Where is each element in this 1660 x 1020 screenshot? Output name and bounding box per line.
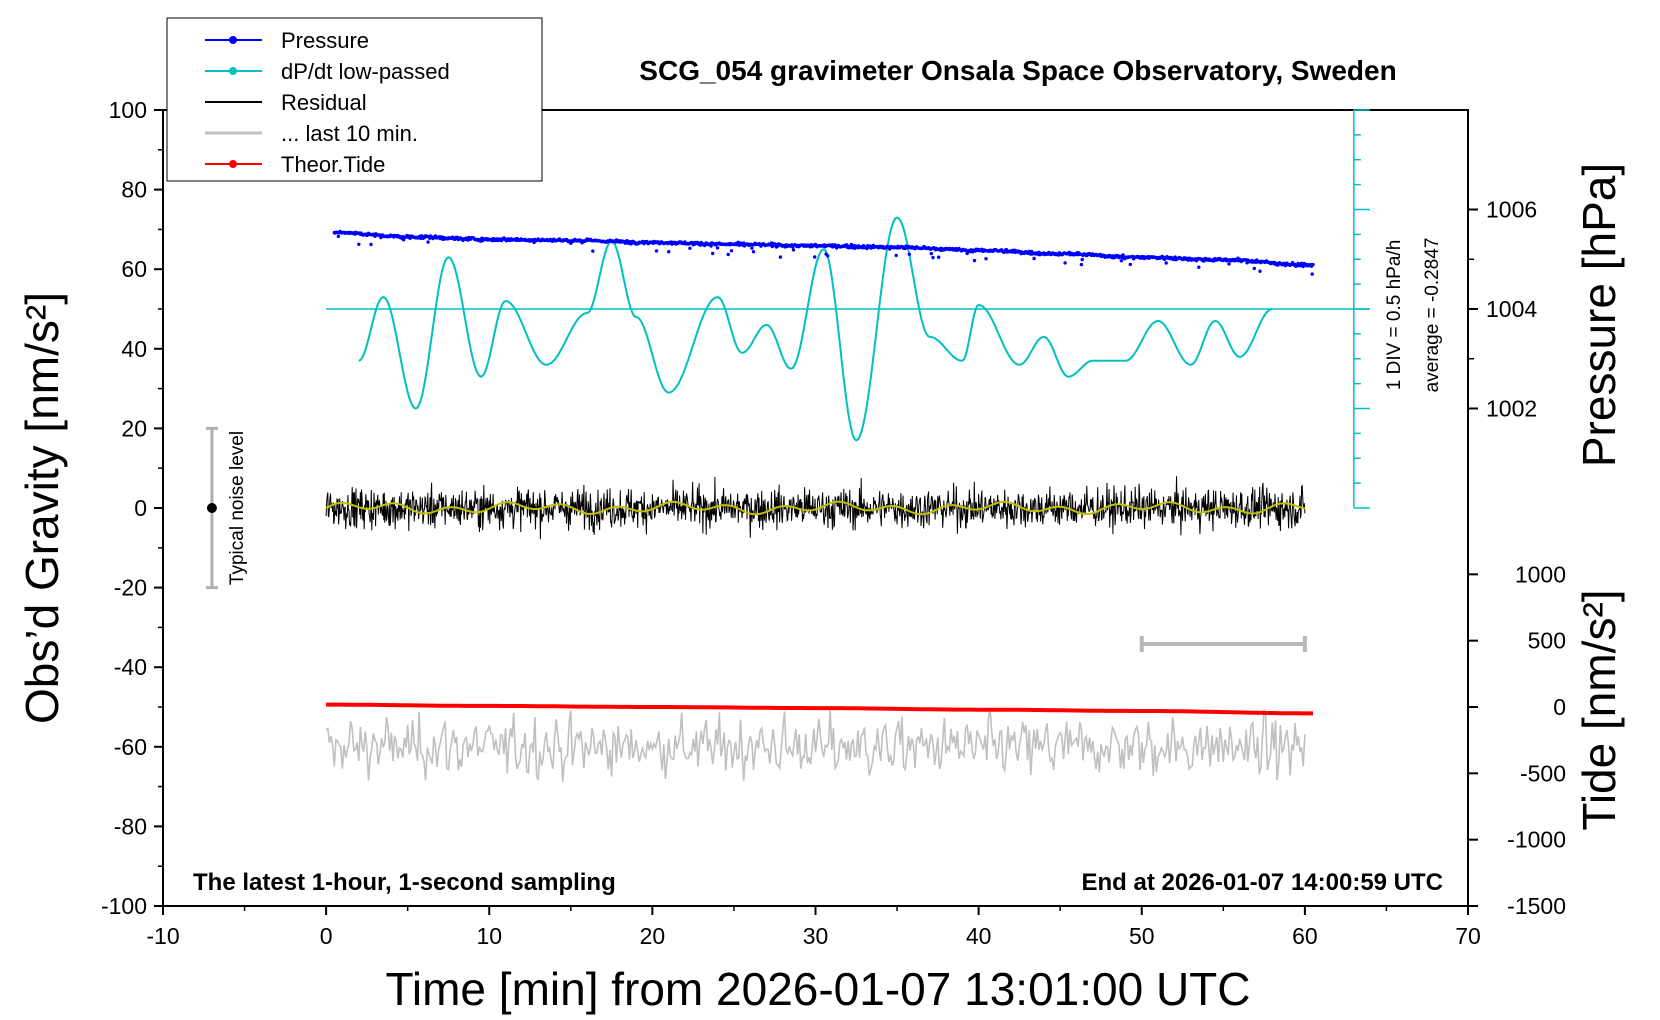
x-axis-label: Time [min] from 2026-01-07 13:01:00 UTC (386, 963, 1251, 1015)
pressure-point (1310, 272, 1314, 276)
pressure-tick-label: 1002 (1486, 396, 1537, 422)
series-theor-tide (326, 702, 1313, 716)
pressure-point (813, 255, 817, 259)
pressure-point (726, 252, 730, 257)
y-tick-label: 100 (109, 97, 147, 123)
pressure-point (401, 238, 406, 242)
noise-bar-center (206, 503, 217, 513)
pressure-point (667, 250, 671, 254)
x-tick-label: 10 (476, 923, 502, 949)
tide-tick-label: 500 (1528, 628, 1566, 654)
x-tick-label: 40 (966, 923, 992, 949)
annotation-left: The latest 1-hour, 1-second sampling (193, 869, 616, 896)
pressure-point (1164, 261, 1168, 265)
pressure-point (894, 253, 898, 258)
pressure-point (591, 249, 595, 253)
pressure-point (1063, 261, 1067, 265)
annotation-right: End at 2026-01-07 14:00:59 UTC (1082, 869, 1444, 896)
dpdt-scale-label: 1 DIV = 0.5 hPa/h (1384, 240, 1405, 391)
plot-marks: -10 0 10 20 30 40 50 60 70-100-80-60-40-20020406… (16, 17, 1625, 949)
legend-entry-label: Residual (281, 90, 367, 115)
x-tick-label: 60 (1292, 923, 1318, 949)
pressure-point (1079, 262, 1084, 267)
pressure-tick-label: 1004 (1486, 296, 1537, 322)
pressure-point (357, 242, 361, 246)
legend-entry-label: Theor.Tide (281, 152, 385, 177)
pressure-point (654, 249, 659, 253)
pressure-point (715, 246, 720, 250)
pressure-point (711, 251, 715, 256)
pressure-point (1227, 262, 1231, 266)
pressure-point (1252, 266, 1257, 271)
x-tick-label: 0 (320, 923, 333, 949)
pressure-point (937, 255, 941, 259)
pressure-point (336, 234, 341, 239)
tide-tick-label: -1000 (1507, 827, 1566, 853)
y-axis-label-pressure: Pressure [hPa] (1573, 163, 1625, 467)
y-axis-label-left: Obs’d Gravity [nm/s²] (16, 292, 68, 724)
pressure-point (1299, 261, 1304, 265)
pressure-point (1197, 265, 1201, 269)
pressure-point (972, 258, 977, 263)
pressure-tick-label: 1006 (1486, 197, 1537, 223)
pressure-point (1119, 259, 1124, 263)
legend: Pressure dP/dt low-passed Residual ... last… (166, 17, 543, 182)
tide-tick-label: -500 (1520, 760, 1566, 786)
chart-title: SCG_054 gravimeter Onsala Space Observat… (639, 55, 1396, 86)
pressure-point (1080, 257, 1084, 262)
noise-bar-label: Typical noise level (227, 431, 248, 585)
y-axis-label-tide: Tide [nm/s²] (1573, 589, 1625, 830)
y-tick-label: -40 (114, 654, 147, 680)
series-residual-lowpass (325, 500, 1306, 516)
legend-entry-label: dP/dt low-passed (281, 59, 450, 84)
pressure-point (929, 251, 933, 256)
x-tick-label: 30 (803, 923, 829, 949)
pressure-point (709, 244, 713, 248)
legend-box (166, 17, 543, 182)
dpdt-average-label: average = -0.2847 (1422, 238, 1443, 393)
y-tick-label: 20 (121, 415, 147, 441)
pressure-point (791, 248, 796, 252)
pressure-point (729, 249, 734, 253)
tide-tick-label: 1000 (1515, 561, 1566, 587)
y-tick-label: 0 (134, 495, 147, 521)
x-tick-label: 70 (1455, 923, 1481, 949)
tide-tick-label: -1500 (1507, 893, 1566, 919)
tide-tick-label: 0 (1553, 694, 1566, 720)
y-tick-label: 80 (121, 177, 147, 203)
y-tick-label: 40 (121, 336, 147, 362)
pressure-point (751, 250, 756, 254)
legend-marker (229, 67, 237, 75)
x-tick-label: 50 (1129, 923, 1155, 949)
pressure-point (1258, 269, 1262, 273)
x-tick-label: 20 (640, 923, 666, 949)
legend-marker (229, 160, 237, 168)
legend-entry-label: Pressure (281, 28, 369, 53)
y-tick-label: 60 (121, 256, 147, 282)
y-tick-label: -100 (101, 893, 147, 919)
pressure-point (826, 254, 830, 258)
pressure-point (1032, 256, 1036, 261)
pressure-point (750, 246, 754, 250)
series-residual (325, 476, 1306, 540)
y-tick-label: -60 (114, 734, 147, 760)
legend-marker (229, 36, 237, 44)
pressure-point (688, 246, 692, 250)
y-tick-label: -20 (114, 575, 147, 601)
pressure-point (369, 242, 373, 247)
series-last-10-min (325, 707, 1306, 783)
series-dpdt-lowpassed (358, 216, 1273, 442)
legend-entry-label: ... last 10 min. (281, 121, 418, 146)
x-tick-label: -10 (146, 923, 179, 949)
pressure-point (984, 257, 988, 261)
pressure-point (931, 255, 935, 260)
pressure-point (1128, 262, 1133, 267)
pressure-point (778, 255, 783, 259)
y-tick-label: -80 (114, 813, 147, 839)
pressure-point (1311, 262, 1315, 267)
series-pressure (332, 229, 1315, 276)
pressure-point (426, 240, 430, 244)
pressure-point (907, 252, 911, 256)
